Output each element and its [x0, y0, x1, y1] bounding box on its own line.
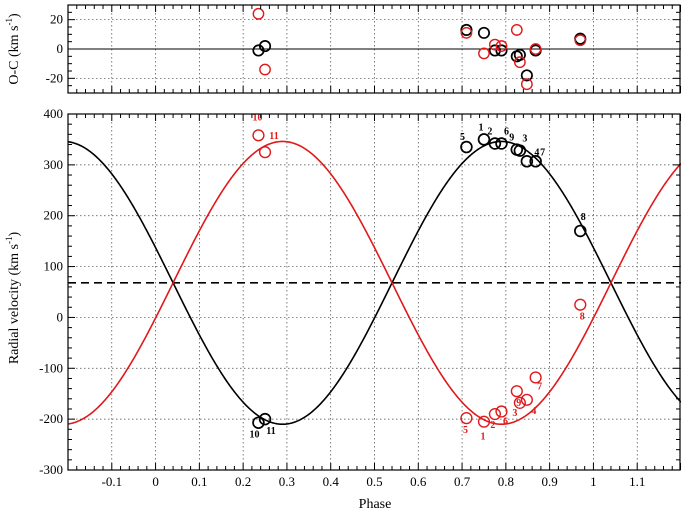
- rv-point: [258, 146, 272, 159]
- rv-point: [488, 407, 502, 421]
- rv-points: [252, 129, 587, 429]
- rv-point: [460, 140, 473, 154]
- model-curves: [68, 140, 681, 426]
- rv-point: [488, 137, 502, 150]
- x-tick-label: 0.9: [542, 474, 558, 489]
- rv-point: [529, 155, 542, 168]
- secondary-model-curve: [68, 140, 681, 426]
- rv-point: [258, 412, 272, 426]
- residual-point: [495, 44, 508, 57]
- residual-point: [513, 56, 526, 69]
- rv-point: [529, 371, 542, 384]
- rv-point-label: 2: [487, 126, 492, 137]
- rv-y-axis-title: Radial velocity (km s-1): [4, 232, 22, 365]
- rv-point: [510, 385, 523, 398]
- y-tick-label: -100: [39, 360, 63, 375]
- rv-point: [252, 416, 265, 429]
- x-tick-label: 0.4: [323, 474, 340, 489]
- y-tick-label: -300: [39, 462, 63, 477]
- rv-point-label: 4: [531, 406, 536, 417]
- rv-point-label: 8: [581, 212, 586, 223]
- rv-point: [495, 405, 508, 418]
- residual-point: [520, 69, 533, 82]
- rv-point-label: 6: [503, 417, 508, 428]
- y-tick-label: 20: [50, 12, 63, 27]
- rv-point-label: 10: [249, 430, 259, 441]
- residual-point: [489, 38, 501, 51]
- y-tick-label: 400: [44, 106, 64, 121]
- rv-point-label: 3: [512, 408, 517, 419]
- rv-point-label: 3: [522, 134, 527, 145]
- rv-point: [460, 412, 473, 425]
- residual-point: [513, 48, 526, 61]
- residual-point: [574, 34, 587, 47]
- residual-point: [259, 63, 271, 76]
- rv-point: [252, 129, 265, 142]
- rv-point-label: 5: [463, 425, 468, 436]
- residual-point: [252, 7, 265, 20]
- residual-point: [478, 47, 490, 60]
- x-tick-label: 0.1: [191, 474, 207, 489]
- rv-point-label: 9: [516, 398, 521, 409]
- x-tick-label: 0.3: [279, 474, 295, 489]
- rv-point: [513, 396, 526, 409]
- y-tick-label: 300: [44, 157, 64, 172]
- x-tick-label: 0.5: [366, 474, 382, 489]
- rv-point-label: 5: [460, 132, 465, 143]
- residual-y-axis-title: O-C (km s-1): [4, 13, 22, 85]
- rv-point: [574, 298, 587, 311]
- x-tick-label: 1.1: [629, 474, 645, 489]
- x-tick-label: 0: [152, 474, 159, 489]
- rv-point-label: 4: [534, 147, 539, 158]
- residual-point: [520, 78, 533, 91]
- rv-point-label: 10: [252, 112, 262, 123]
- rv-point-label: 7: [537, 381, 542, 392]
- rv-point: [520, 155, 534, 168]
- rv-point-label: 7: [540, 147, 545, 158]
- rv-point: [513, 144, 527, 157]
- x-tick-label: 1: [590, 474, 597, 489]
- residual-point: [477, 26, 491, 39]
- rv-point-label: 6: [504, 126, 509, 137]
- rv-point: [477, 415, 491, 428]
- rv-point: [520, 393, 533, 406]
- rv-point: [574, 224, 587, 238]
- residual-point: [460, 23, 473, 36]
- rv-point-label: 2: [490, 420, 495, 431]
- y-tick-label: -200: [39, 411, 63, 426]
- rv-point-label: 9: [509, 133, 514, 144]
- rv-point-label: 1: [480, 432, 485, 443]
- x-axis-title: Phase: [359, 497, 392, 512]
- residual-point: [258, 40, 272, 53]
- residual-panel: -20 0 20: [46, 4, 681, 94]
- y-tick-label: 0: [57, 309, 64, 324]
- y-tick-label: -20: [46, 70, 63, 85]
- residual-point: [460, 26, 473, 39]
- rv-point-label: 11: [269, 131, 278, 142]
- x-tick-label: 0.7: [454, 474, 471, 489]
- x-tick-label: 0.6: [410, 474, 427, 489]
- rv-point-label: 8: [580, 312, 585, 323]
- x-tick-label: 0.8: [498, 474, 514, 489]
- x-tick-label: -0.1: [101, 474, 122, 489]
- y-tick-label: 200: [44, 208, 64, 223]
- x-tick-label: 0.2: [235, 474, 251, 489]
- rv-point-label: 1: [478, 122, 483, 133]
- residual-points: [252, 7, 587, 91]
- rv-point: [495, 137, 508, 150]
- y-tick-label: 100: [44, 259, 64, 274]
- residual-point: [529, 43, 542, 55]
- residual-point: [495, 40, 508, 52]
- primary-model-curve: [68, 140, 681, 426]
- residual-point: [510, 24, 523, 36]
- y-tick-label: 0: [57, 41, 64, 56]
- rv-frame: [67, 113, 681, 471]
- rv-point-label: 11: [266, 426, 275, 437]
- rv-point: [477, 133, 491, 146]
